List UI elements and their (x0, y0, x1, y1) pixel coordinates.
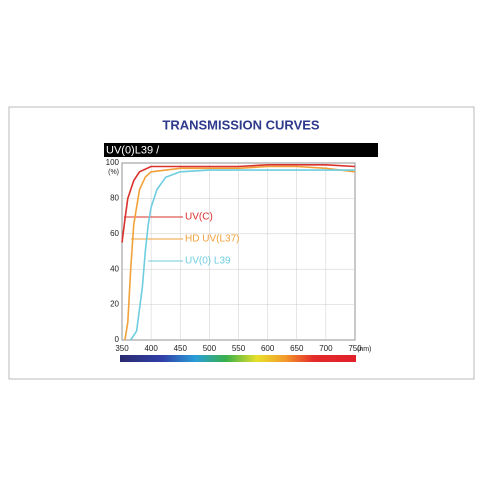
x-tick-label: 450 (174, 344, 188, 353)
y-tick-label: 20 (110, 300, 119, 309)
series-label: UV(0) L39 (185, 256, 231, 267)
x-unit: (nm) (357, 346, 371, 353)
x-tick-label: 400 (144, 344, 158, 353)
x-tick-label: 500 (203, 344, 217, 353)
y-tick-label: 100 (106, 158, 120, 167)
series-label: HD UV(L37) (185, 234, 239, 245)
x-tick-label: 700 (319, 344, 333, 353)
series-line (124, 165, 356, 341)
subtitle: UV(0)L39 / (106, 144, 160, 156)
series-label: UV(C) (185, 212, 213, 223)
x-tick-label: 650 (290, 344, 304, 353)
y-tick-label: 60 (110, 229, 119, 238)
series-line (130, 169, 355, 341)
y-tick-label: 0 (115, 335, 120, 344)
spectrum-bar (120, 355, 356, 362)
x-tick-label: 600 (261, 344, 275, 353)
chart-title: TRANSMISSION CURVES (162, 117, 320, 132)
y-tick-label: 80 (110, 194, 119, 203)
x-tick-label: 750 (348, 344, 362, 353)
series-line (121, 164, 356, 243)
y-unit: (%) (108, 169, 119, 176)
x-tick-label: 350 (115, 344, 129, 353)
y-tick-label: 40 (110, 264, 119, 273)
subtitle-bar (104, 143, 378, 157)
x-tick-label: 550 (232, 344, 246, 353)
